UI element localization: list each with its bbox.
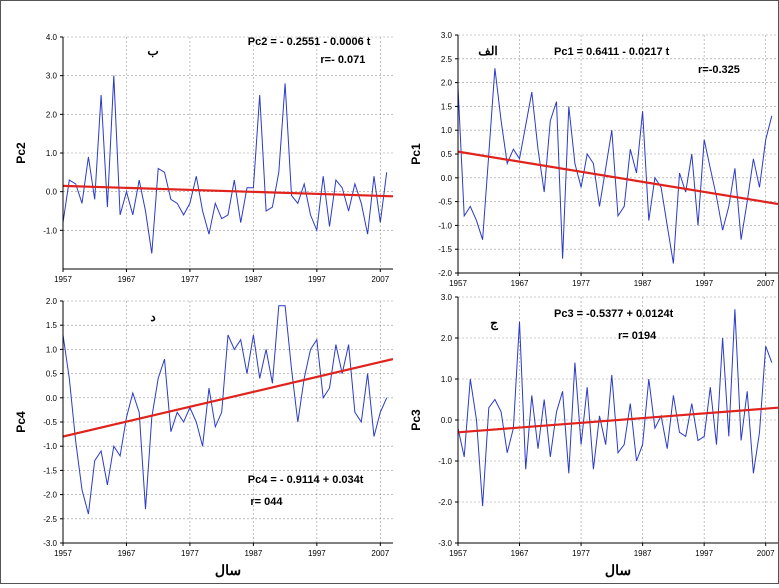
y-tick-label: -3.0 [438,539,452,548]
y-tick-label: 0.5 [441,150,453,159]
y-tick-label: 0.0 [46,188,58,197]
x-tick-label: 1967 [118,275,136,284]
x-tick-label: 1957 [449,279,467,288]
x-tick-label: 1967 [511,549,529,558]
x-tick-label: 1997 [695,549,713,558]
y-tick-label: -2.0 [438,269,452,278]
x-tick-label: 1977 [572,549,590,558]
trend-line [458,150,778,206]
trend-equation: Pc1 = 0.6411 - 0.0217 t [554,46,670,58]
chart-panel-1: 4.0 3.0 2.0 1.0 0.0 -1.0 1957 1967 1977 1987 1997 2… [14,33,393,284]
y-tick-label: -1.0 [438,457,452,466]
y-axis-label: Pc3 [409,409,423,431]
x-tick-label: 1997 [308,549,326,558]
trend-equation: Pc4 = - 0.9114 + 0.034t [248,474,364,486]
x-tick-label: 1967 [511,279,529,288]
panel-label: ج [490,316,498,331]
y-tick-label: 2.0 [46,110,58,119]
y-tick-label: -0.5 [43,418,57,427]
y-tick-label: -2.0 [43,491,57,500]
correlation-text: r= 0194 [618,330,657,342]
x-tick-label: 2007 [371,549,389,558]
series-line-1 [63,75,388,254]
x-tick-label: 1987 [244,549,262,558]
x-tick-label: 2007 [757,279,775,288]
correlation-text: r=- 0.071 [320,54,365,66]
x-tick-label: 1977 [181,549,199,558]
panel-label: د [150,310,155,324]
y-tick-label: 3.0 [46,72,58,81]
y-tick-label: 2.0 [441,79,453,88]
x-tick-label: 1957 [449,549,467,558]
y-tick-label: -0.5 [438,198,452,207]
y-tick-label: -1.5 [43,466,57,475]
x-tick-label: 1997 [695,279,713,288]
y-axis-label: Pc2 [14,142,28,164]
trend-line [63,184,393,198]
panel-label: الف [478,44,497,58]
y-tick-label: 1.5 [46,321,58,330]
chart-panel-2: 3.0 2.5 2.0 1.5 1.0 0.5 0.0 -0.5 -1.0 -1.5 -2.0195… [409,31,778,288]
y-tick-label: 0.0 [46,394,58,403]
y-tick-label: 0.5 [46,370,58,379]
y-tick-label: -1.5 [438,245,452,254]
y-tick-label: -2.5 [43,515,57,524]
y-tick-label: -1.0 [43,226,57,235]
x-tick-label: 1957 [54,549,72,558]
y-tick-label: 4.0 [46,33,58,42]
trend-equation: Pc2 = - 0.2551 - 0.0006 t [248,36,371,48]
y-tick-label: 3.0 [441,31,453,40]
series-line-1 [63,305,388,515]
y-tick-label: 1.0 [441,375,453,384]
trend-line [63,358,393,438]
y-tick-label: 2.0 [441,334,453,343]
x-tick-label: 2007 [757,549,775,558]
y-tick-label: 1.0 [46,149,58,158]
series-line-1 [458,68,773,264]
x-tick-label: 1997 [308,275,326,284]
y-axis-label: Pc1 [409,143,423,165]
trend-equation: Pc3 = -0.5377 + 0.0124t [554,308,674,320]
panel-label: ب [147,44,158,58]
y-tick-label: -2.0 [438,498,452,507]
y-tick-label: 2.5 [441,55,453,64]
y-tick-label: 1.0 [46,345,58,354]
x-tick-label: 1957 [54,275,72,284]
x-axis-label: سال [605,562,631,578]
x-axis-label: سال [215,562,241,578]
y-axis-label: Pc4 [14,411,28,433]
trend-line [458,406,778,434]
x-tick-label: 1977 [572,279,590,288]
x-tick-label: 1977 [181,275,199,284]
correlation-text: r= 044 [250,496,283,508]
x-tick-label: 2007 [371,275,389,284]
x-tick-label: 1987 [244,275,262,284]
series-line-1 [458,309,773,507]
y-tick-label: -3.0 [43,539,57,548]
x-tick-label: 1987 [634,279,652,288]
y-tick-label: 3.0 [441,293,453,302]
y-tick-label: -1.0 [43,442,57,451]
y-tick-label: 0.0 [441,416,453,425]
x-tick-label: 1967 [118,549,136,558]
x-tick-label: 1987 [634,549,652,558]
y-tick-label: -1.0 [438,221,452,230]
chart-panel-3: 2.01.51.00.50.0-0.5-1.0-1.5-2.0-2.5-3.01… [14,297,393,578]
y-tick-label: 1.5 [441,102,453,111]
y-tick-label: 2.0 [46,297,58,306]
y-tick-label: 1.0 [441,126,453,135]
y-tick-label: 0.0 [441,174,453,183]
correlation-text: r=-0.325 [698,64,740,76]
